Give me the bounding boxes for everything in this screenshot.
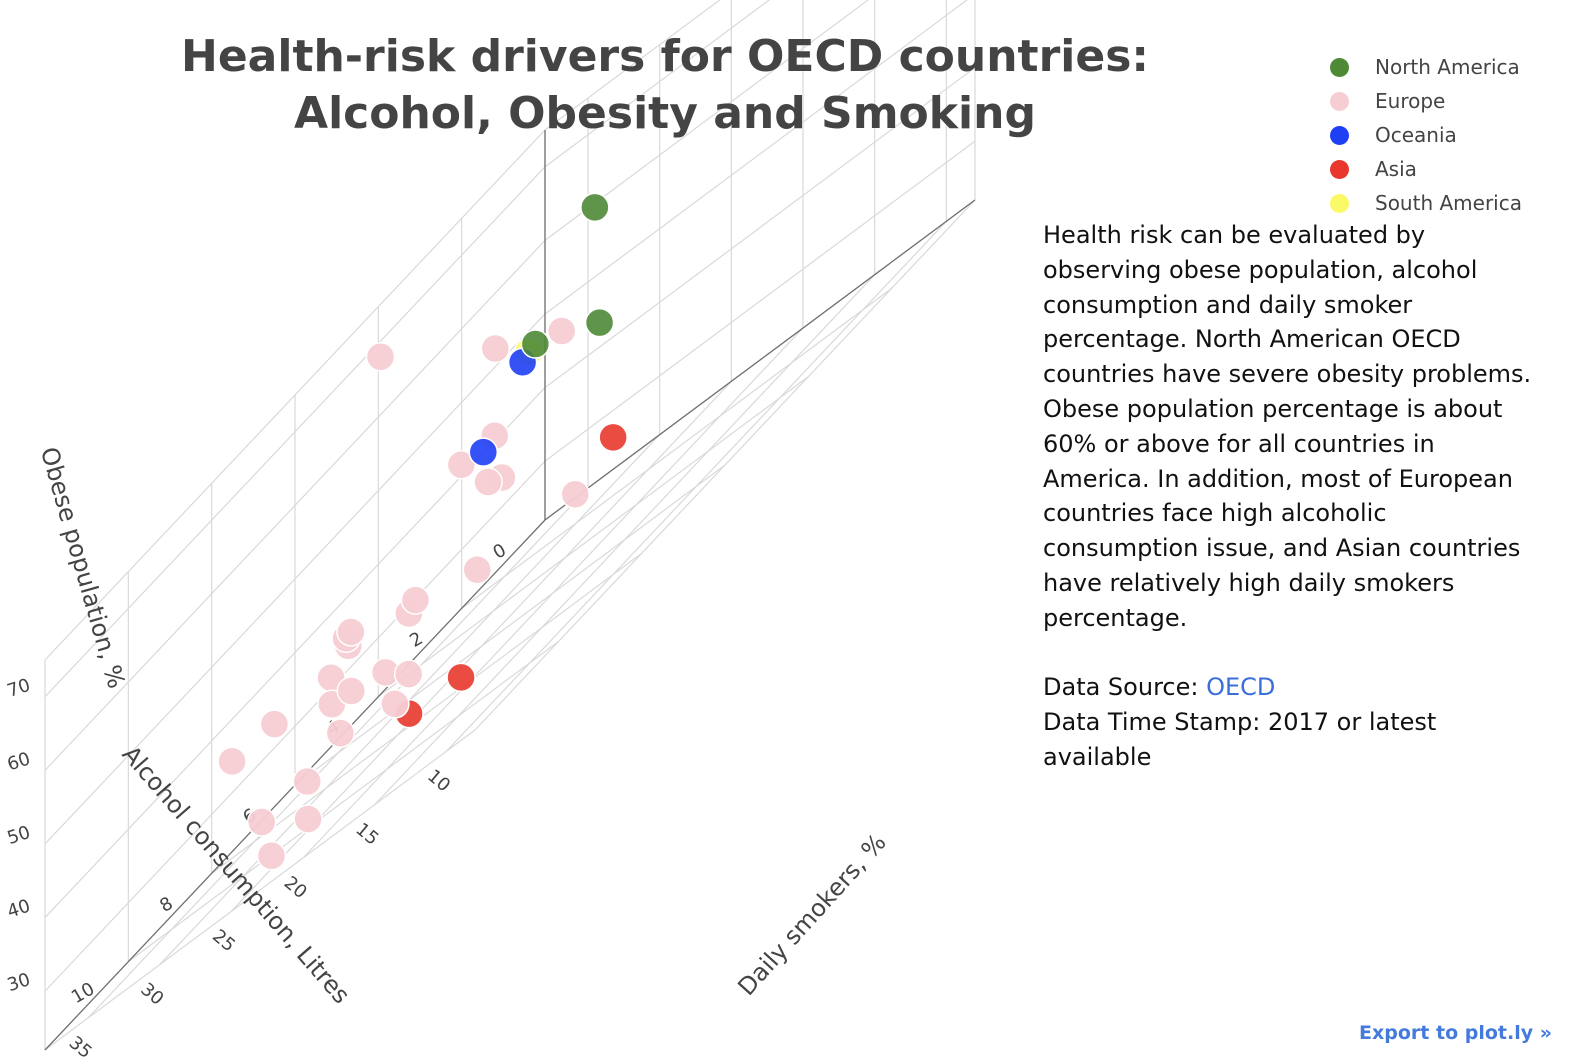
z-tick-label: 30 (5, 969, 33, 996)
z-axis-title: Obese population, % (35, 444, 131, 692)
grid-line-back-wall (544, 0, 870, 241)
grid-line-back-wall (544, 0, 968, 315)
y-tick-label: 10 (423, 766, 454, 797)
chart-title-line-1: Health-risk drivers for OECD countries: (181, 31, 1149, 82)
grid-line-floor (87, 487, 589, 1019)
legend-marker-south-america (1330, 194, 1349, 213)
grid-line-floor (374, 274, 876, 806)
chart-title-line-2: Alcohol, Obesity and Smoking (294, 88, 1036, 139)
y-tick-label: 30 (136, 979, 167, 1010)
data-point-europe[interactable] (336, 617, 366, 647)
pane-edge (44, 729, 476, 1051)
data-source-link[interactable]: OECD (1206, 673, 1276, 702)
data-point-europe[interactable] (480, 333, 511, 364)
axis-lines (44, 130, 976, 1051)
y-axis-line (544, 199, 976, 521)
legend-label-oceania: Oceania (1375, 123, 1457, 147)
data-point-europe[interactable] (546, 316, 577, 346)
y-tick-label: 15 (351, 819, 382, 850)
z-tick-label: 70 (5, 675, 33, 702)
data-point-europe[interactable] (446, 449, 477, 480)
z-tick-label: 40 (5, 896, 33, 923)
data-point-europe[interactable] (380, 689, 410, 719)
grid-line-floor (461, 287, 893, 609)
data-point-north-america[interactable] (520, 329, 551, 359)
z-tick-label: 60 (5, 748, 33, 775)
grid-line-floor (211, 552, 643, 874)
data-point-europe[interactable] (462, 554, 493, 585)
grid-line-floor (445, 220, 947, 752)
data-points[interactable] (217, 192, 628, 871)
y-tick-label: 25 (208, 926, 239, 957)
y-tick-label: 35 (65, 1032, 96, 1062)
legend-marker-north-america (1330, 58, 1349, 77)
data-point-asia[interactable] (446, 662, 476, 693)
grid-line-back-wall (544, 0, 771, 168)
legend-marker-oceania (1330, 126, 1349, 145)
description-text: Health risk can be evaluated by observin… (1043, 221, 1532, 632)
legend-label-south-america: South America (1375, 191, 1522, 215)
data-point-europe[interactable] (292, 766, 323, 797)
data-point-europe[interactable] (473, 467, 503, 497)
grid-line-back-wall (544, 140, 976, 462)
export-to-plotly-link[interactable]: Export to plot.ly » (1359, 1022, 1552, 1044)
grid-line-left-wall (44, 313, 546, 845)
data-point-north-america[interactable] (580, 192, 610, 223)
grid-line-floor (377, 376, 809, 698)
description-panel: Health risk can be evaluated by observin… (1043, 218, 1543, 775)
data-source-label: Data Source: (1043, 673, 1207, 702)
x-tick-label: 10 (68, 978, 98, 1008)
grid-line-back-wall (544, 67, 976, 389)
grid-line-left-wall (44, 239, 546, 771)
legend-marker-europe (1330, 92, 1349, 111)
data-point-europe[interactable] (365, 342, 396, 372)
data-point-asia[interactable] (598, 422, 628, 453)
grid-line-floor (127, 641, 559, 963)
data-point-oceania[interactable] (468, 437, 499, 467)
data-point-europe[interactable] (400, 585, 431, 615)
data-timestamp: Data Time Stamp: 2017 or latest availabl… (1043, 708, 1437, 771)
data-point-europe[interactable] (560, 479, 590, 509)
chart-title: Health-risk drivers for OECD countries: … (110, 28, 1220, 142)
legend-label-north-america: North America (1375, 55, 1520, 79)
pane-edge (474, 199, 976, 731)
legend-marker-asia (1330, 160, 1349, 179)
data-point-europe[interactable] (393, 659, 424, 689)
data-point-europe[interactable] (246, 807, 277, 837)
data-point-north-america[interactable] (584, 307, 615, 338)
data-point-europe[interactable] (256, 840, 287, 871)
data-point-europe[interactable] (325, 718, 356, 748)
tick-labels: 30405060700246810101520253035 (5, 540, 510, 1062)
data-point-europe[interactable] (293, 804, 323, 834)
data-source-line: Data Source: OECD (1043, 670, 1543, 705)
grid-line-floor (294, 464, 726, 786)
data-point-europe[interactable] (217, 746, 247, 777)
grid-line-floor (302, 327, 804, 859)
y-tick-label: 20 (280, 872, 311, 903)
pane-edge (44, 129, 546, 661)
scatter-3d-plot[interactable]: 30405060700246810101520253035 Obese popu… (0, 0, 1030, 1062)
legend-label-europe: Europe (1375, 89, 1446, 113)
grid-line-left-wall (44, 460, 546, 992)
y-axis-title: Daily smokers, % (732, 828, 891, 1001)
pane-edge (544, 0, 721, 131)
legend-label-asia: Asia (1375, 157, 1417, 181)
data-point-europe[interactable] (259, 709, 290, 739)
data-point-europe[interactable] (336, 676, 367, 706)
z-tick-label: 50 (5, 822, 33, 849)
grid-line-left-wall (44, 166, 546, 698)
